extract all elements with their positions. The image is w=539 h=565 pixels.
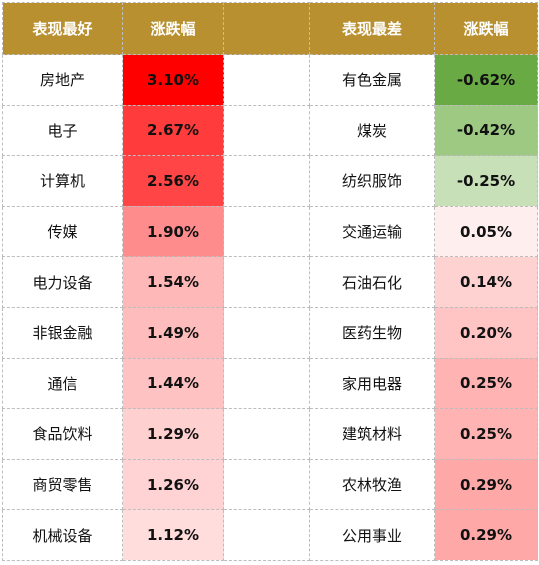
best-sector-change: 2.67%	[122, 104, 224, 157]
worst-sector-name: 农林牧渔	[309, 458, 435, 511]
table-row: 非银金融 1.49% 医药生物 0.20%	[2, 306, 538, 359]
worst-sector-change: 0.25%	[434, 408, 538, 460]
row-spacer	[223, 509, 310, 561]
worst-sector-change: 0.05%	[434, 205, 538, 258]
table-row: 传媒 1.90% 交通运输 0.05%	[2, 205, 538, 258]
row-spacer	[223, 205, 310, 258]
table-row: 商贸零售 1.26% 农林牧渔 0.29%	[2, 458, 538, 511]
header-worst: 表现最差	[309, 2, 435, 55]
row-spacer	[223, 54, 310, 106]
worst-sector-change: -0.62%	[434, 54, 538, 106]
worst-sector-name: 家用电器	[309, 357, 435, 410]
best-sector-change: 1.90%	[122, 205, 224, 258]
best-sector-change: 1.54%	[122, 256, 224, 308]
row-spacer	[223, 155, 310, 207]
worst-sector-change: -0.42%	[434, 104, 538, 157]
best-sector-name: 电子	[2, 104, 123, 157]
best-sector-name: 房地产	[2, 54, 123, 106]
table-row: 食品饮料 1.29% 建筑材料 0.25%	[2, 408, 538, 460]
worst-sector-change: 0.25%	[434, 357, 538, 410]
worst-sector-change: -0.25%	[434, 155, 538, 207]
row-spacer	[223, 256, 310, 308]
best-sector-name: 食品饮料	[2, 408, 123, 460]
best-sector-name: 商贸零售	[2, 458, 123, 511]
best-sector-name: 机械设备	[2, 509, 123, 561]
best-sector-change: 1.29%	[122, 408, 224, 460]
worst-sector-change: 0.14%	[434, 256, 538, 308]
best-sector-name: 传媒	[2, 205, 123, 258]
worst-sector-name: 建筑材料	[309, 408, 435, 460]
table-row: 通信 1.44% 家用电器 0.25%	[2, 357, 538, 410]
worst-sector-name: 煤炭	[309, 104, 435, 157]
worst-sector-name: 纺织服饰	[309, 155, 435, 207]
worst-sector-name: 公用事业	[309, 509, 435, 561]
best-sector-change: 3.10%	[122, 54, 224, 106]
table-row: 电力设备 1.54% 石油石化 0.14%	[2, 256, 538, 308]
table-row: 机械设备 1.12% 公用事业 0.29%	[2, 509, 538, 561]
row-spacer	[223, 458, 310, 511]
best-sector-name: 非银金融	[2, 306, 123, 359]
best-sector-name: 计算机	[2, 155, 123, 207]
header-change-best: 涨跌幅	[122, 2, 224, 55]
best-sector-name: 通信	[2, 357, 123, 410]
row-spacer	[223, 408, 310, 460]
row-spacer	[223, 104, 310, 157]
best-sector-change: 1.49%	[122, 306, 224, 359]
worst-sector-change: 0.29%	[434, 509, 538, 561]
header-best: 表现最好	[2, 2, 123, 55]
worst-sector-change: 0.29%	[434, 458, 538, 511]
row-spacer	[223, 357, 310, 410]
best-sector-name: 电力设备	[2, 256, 123, 308]
best-sector-change: 2.56%	[122, 155, 224, 207]
best-sector-change: 1.12%	[122, 509, 224, 561]
worst-sector-name: 医药生物	[309, 306, 435, 359]
worst-sector-name: 石油石化	[309, 256, 435, 308]
worst-sector-change: 0.20%	[434, 306, 538, 359]
row-spacer	[223, 306, 310, 359]
table-row: 电子 2.67% 煤炭 -0.42%	[2, 104, 538, 157]
table-row: 房地产 3.10% 有色金属 -0.62%	[2, 54, 538, 106]
best-sector-change: 1.44%	[122, 357, 224, 410]
best-sector-change: 1.26%	[122, 458, 224, 511]
worst-sector-name: 交通运输	[309, 205, 435, 258]
table-row: 计算机 2.56% 纺织服饰 -0.25%	[2, 155, 538, 207]
header-spacer	[223, 2, 310, 55]
header-row: 表现最好 涨跌幅 表现最差 涨跌幅	[2, 2, 538, 55]
worst-sector-name: 有色金属	[309, 54, 435, 106]
header-change-worst: 涨跌幅	[434, 2, 538, 55]
